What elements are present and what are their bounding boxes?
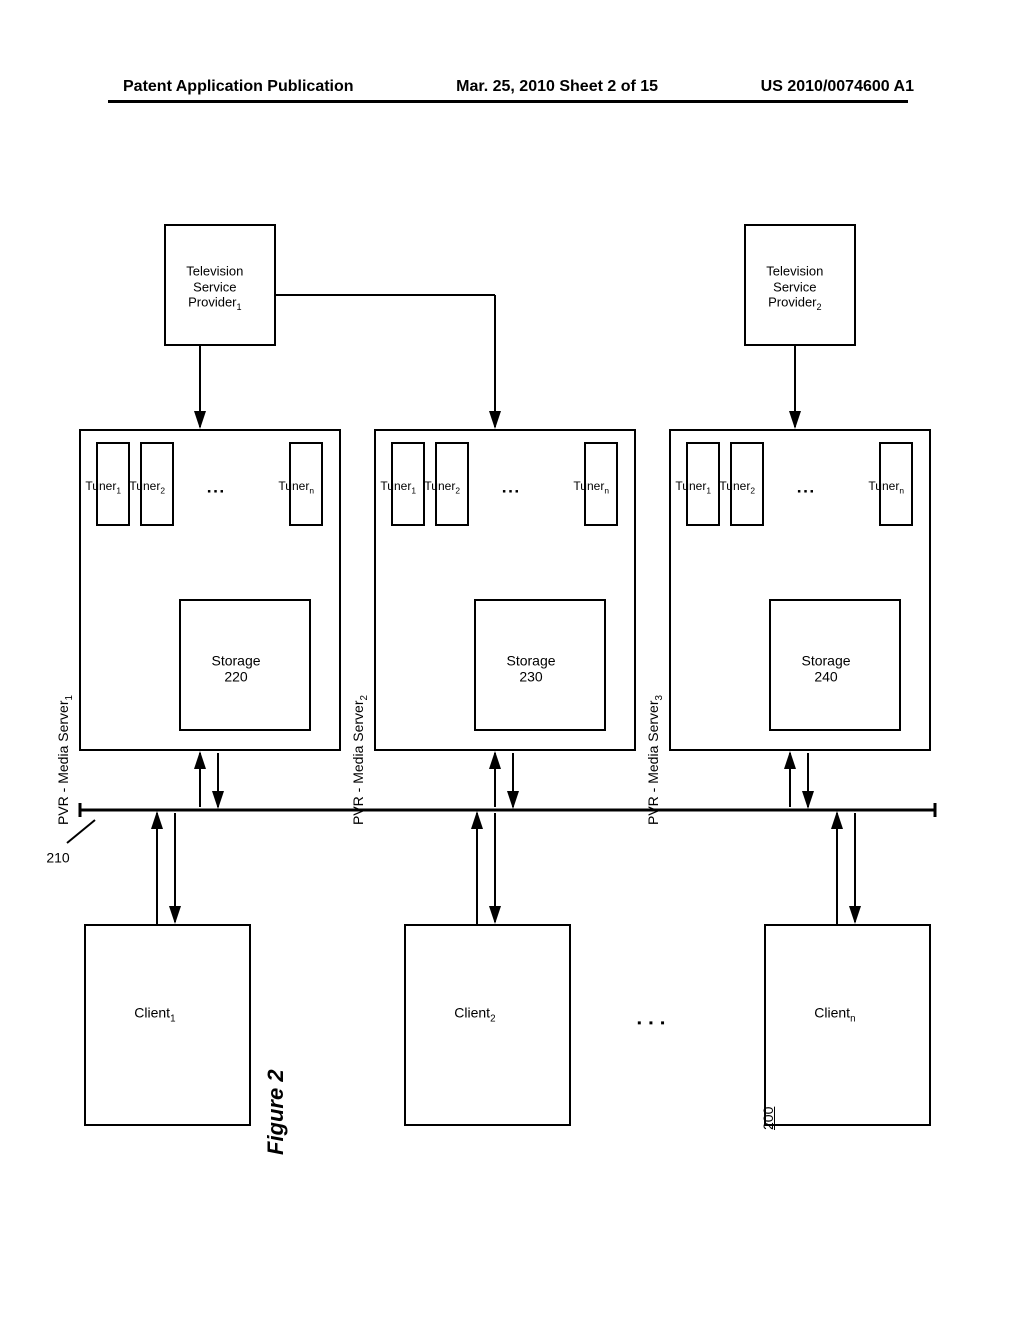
provider-2-label: Television Service Provider2: [766, 264, 823, 314]
tuner-3-1: Tuner1: [675, 479, 711, 495]
tuner-1-1: Tuner1: [85, 479, 121, 495]
figure-2-diagram: Client1 Client2 Clientn ▪ ▪ ▪ 210 PVR - …: [25, 285, 995, 1065]
tuner-2-n: Tunern: [573, 479, 609, 495]
client-2-label: Client2: [454, 1004, 495, 1024]
server-3-title: PVR - Media Server3: [645, 695, 665, 825]
tuner-2-dots: ▪ ▪ ▪: [502, 486, 518, 497]
client-1-label: Client1: [134, 1004, 175, 1024]
header-center: Mar. 25, 2010 Sheet 2 of 15: [456, 78, 658, 96]
header-left: Patent Application Publication: [123, 78, 354, 96]
tuner-3-dots: ▪ ▪ ▪: [797, 486, 813, 497]
storage-1-label: Storage220: [211, 652, 260, 684]
tuner-1-dots: ▪ ▪ ▪: [207, 486, 223, 497]
storage-2-label: Storage230: [506, 652, 555, 684]
header-right: US 2010/0074600 A1: [761, 78, 914, 96]
tuner-3-n: Tunern: [868, 479, 904, 495]
client-n-label: Clientn: [814, 1004, 855, 1024]
figure-label: Figure 2: [263, 1069, 289, 1155]
provider-1-label: Television Service Provider1: [186, 264, 243, 314]
server-1-title: PVR - Media Server1: [55, 695, 75, 825]
tuner-3-2: Tuner2: [719, 479, 755, 495]
tuner-1-n: Tunern: [278, 479, 314, 495]
figure-ref: 200: [760, 1107, 776, 1130]
tuner-2-1: Tuner1: [380, 479, 416, 495]
bus-ref-label: 210: [46, 849, 69, 865]
tuner-1-2: Tuner2: [129, 479, 165, 495]
tuner-2-2: Tuner2: [424, 479, 460, 495]
header-rule: [108, 100, 908, 103]
server-2-title: PVR - Media Server2: [350, 695, 370, 825]
client-ellipsis: ▪ ▪ ▪: [637, 1015, 666, 1029]
page-header: Patent Application Publication Mar. 25, …: [0, 78, 1024, 96]
storage-3-label: Storage240: [801, 652, 850, 684]
